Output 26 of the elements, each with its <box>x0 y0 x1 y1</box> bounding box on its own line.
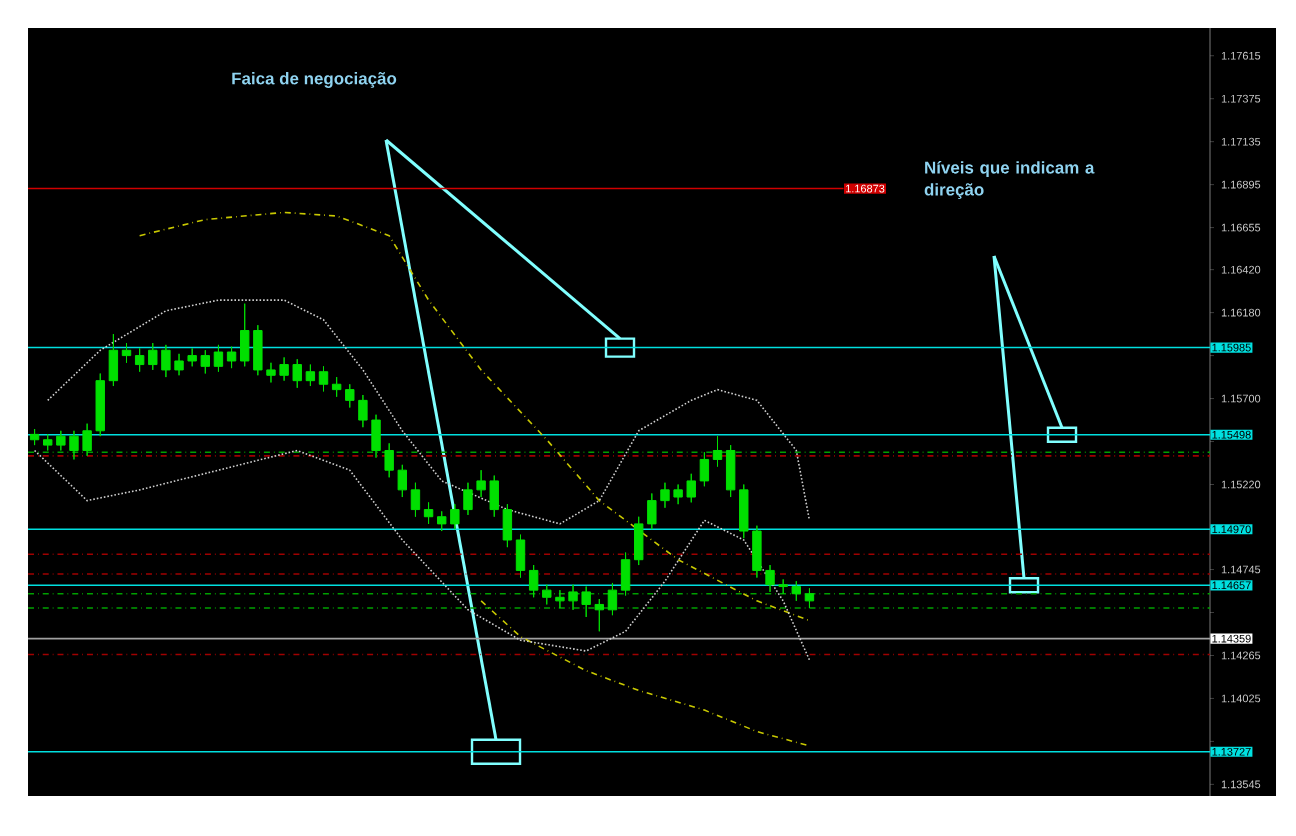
candlestick <box>134 347 145 373</box>
annotation: Faica de negociação <box>232 72 397 88</box>
line-series <box>480 600 811 747</box>
candlestick <box>725 444 736 498</box>
candlestick <box>331 376 342 398</box>
candlestick <box>305 364 316 387</box>
candlestick <box>528 564 539 598</box>
candlestick <box>502 503 513 548</box>
candlestick <box>226 346 237 369</box>
candlestick <box>121 342 132 364</box>
annotation: Níveis que indicam a direção <box>924 161 1095 199</box>
candlestick <box>213 344 224 373</box>
line-series <box>46 299 811 525</box>
line-series <box>33 449 811 661</box>
candlestick <box>318 365 329 392</box>
candlestick <box>410 482 421 518</box>
candlestick <box>699 451 710 487</box>
candlestick <box>804 587 815 609</box>
candlestick <box>423 501 434 525</box>
candlestick <box>712 435 723 468</box>
candlestick <box>607 582 618 616</box>
candlestick <box>620 552 631 596</box>
candlestick <box>29 428 40 446</box>
candlestick <box>108 333 119 387</box>
line-series <box>138 211 811 622</box>
candlestick <box>515 534 526 579</box>
